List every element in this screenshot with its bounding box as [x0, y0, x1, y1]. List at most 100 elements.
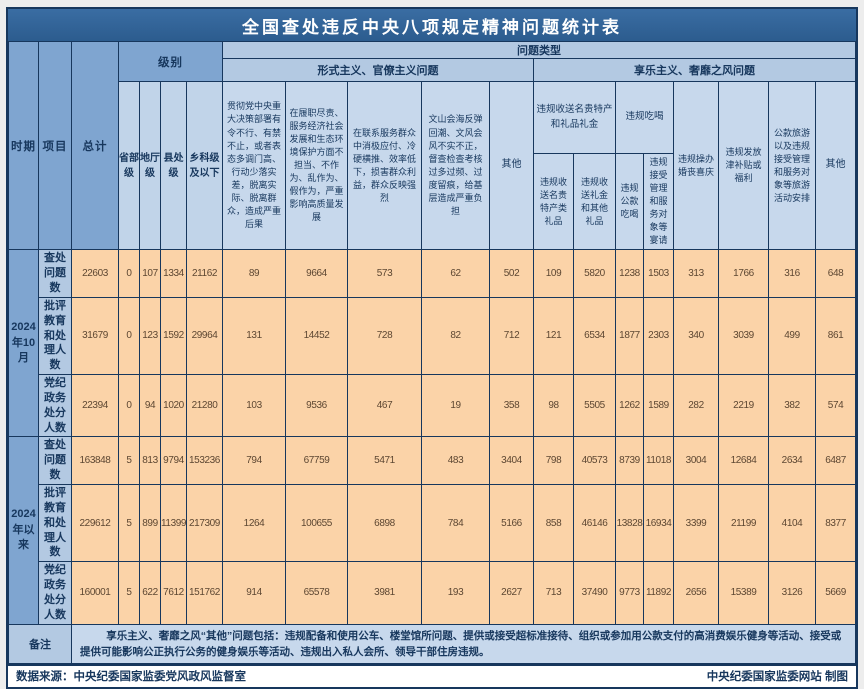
stat-cell: 65578 — [285, 561, 348, 625]
stat-cell: 316 — [768, 249, 816, 298]
col-header-level-prefecture: 地厅级 — [139, 80, 161, 251]
table-row: 批评教育和处理人数 31679 0 123 1592 29964 131 144… — [9, 296, 857, 376]
stat-cell: 4104 — [768, 483, 816, 563]
col-header-level-township: 乡科级及以下 — [186, 80, 223, 251]
stat-cell: 107 — [139, 249, 161, 298]
stat-cell: 153236 — [186, 436, 223, 485]
row-label: 查处问题数 — [38, 436, 72, 485]
stat-cell: 0 — [118, 374, 140, 438]
stat-cell: 40573 — [573, 436, 616, 485]
stat-cell: 499 — [768, 296, 816, 376]
stat-cell: 11399 — [160, 483, 187, 563]
stat-cell: 648 — [814, 249, 857, 298]
stat-cell: 382 — [768, 374, 816, 438]
statistics-table: 时期 项目 总计 级别 问题类型 形式主义、官僚主义问题 享乐主义、奢靡之风问题… — [8, 40, 857, 665]
stat-cell: 1592 — [160, 296, 187, 376]
stat-cell: 46146 — [573, 483, 616, 563]
data-source-text: 数据来源：中央纪委国家监委党风政风监督室 — [16, 671, 246, 684]
stat-cell: 1020 — [160, 374, 187, 438]
stat-cell: 3981 — [347, 561, 422, 625]
stat-cell: 7612 — [160, 561, 187, 625]
stat-cell: 1766 — [718, 249, 769, 298]
col-header-formalism-2: 在履职尽责、服务经济社会发展和生态环境保护方面不担当、不作为、乱作为、假作为，严… — [285, 80, 348, 251]
row-label: 党纪政务处分人数 — [38, 374, 72, 438]
note-row: 备注 享乐主义、奢靡之风“其他”问题包括：违规配备和使用公车、楼堂馆所问题、提供… — [8, 623, 857, 665]
stat-cell: 622 — [139, 561, 161, 625]
stat-cell: 22394 — [71, 374, 119, 438]
stat-cell: 15389 — [718, 561, 769, 625]
col-header-public-funded-tours: 公款旅游以及违规接受管理和服务对象等旅游活动安排 — [768, 80, 816, 251]
col-header-dining-banquets: 违规接受管理和服务对象等宴请 — [643, 152, 674, 251]
stat-cell: 713 — [533, 561, 574, 625]
stat-cell: 794 — [222, 436, 286, 485]
stat-cell: 5 — [118, 436, 140, 485]
row-label: 批评教育和处理人数 — [38, 483, 72, 563]
col-header-formalism-3: 在联系服务群众中消极应付、冷硬横推、效率低下，损害群众利益，群众反映强烈 — [347, 80, 422, 251]
stat-cell: 483 — [421, 436, 490, 485]
stat-cell: 193 — [421, 561, 490, 625]
stat-cell: 2303 — [643, 296, 674, 376]
stat-cell: 160001 — [71, 561, 119, 625]
table-row: 2024年以来 查处问题数 163848 5 813 9794 153236 7… — [8, 436, 857, 625]
stat-cell: 1503 — [643, 249, 674, 298]
stat-cell: 163848 — [71, 436, 119, 485]
stat-cell: 798 — [533, 436, 574, 485]
period-cell-oct-2024: 2024年10月 — [8, 249, 39, 438]
col-header-total: 总计 — [71, 40, 119, 251]
stat-cell: 6487 — [814, 436, 857, 485]
col-group-problem-type: 问题类型 — [221, 41, 857, 59]
stat-cell: 5 — [118, 561, 140, 625]
stat-cell: 282 — [673, 374, 719, 438]
stat-cell: 2627 — [489, 561, 534, 625]
col-header-dining-public-funds: 违规公款吃喝 — [615, 152, 644, 251]
stat-cell: 31679 — [71, 296, 119, 376]
stat-cell: 98 — [533, 374, 574, 438]
col-header-formalism-1: 贯彻党中央重大决策部署有令不行、有禁不止，或者表态多调门高、行动少落实差，脱离实… — [222, 80, 286, 251]
stat-cell: 6534 — [573, 296, 616, 376]
col-header-level-county: 县处级 — [160, 80, 187, 251]
stat-cell: 8739 — [615, 436, 644, 485]
stat-cell: 29964 — [186, 296, 223, 376]
col-header-hedonism-other: 其他 — [814, 80, 857, 251]
stat-cell: 728 — [347, 296, 422, 376]
stat-cell: 5 — [118, 483, 140, 563]
stat-cell: 21280 — [186, 374, 223, 438]
stat-cell: 103 — [222, 374, 286, 438]
stat-cell: 2219 — [718, 374, 769, 438]
stat-cell: 784 — [421, 483, 490, 563]
col-group-gifts: 违规收送名贵特产和礼品礼金 — [533, 81, 616, 154]
stat-cell: 502 — [489, 249, 534, 298]
col-header-gifts-cash: 违规收送礼金和其他礼品 — [573, 152, 616, 251]
note-label: 备注 — [8, 623, 72, 665]
table-row: 2024年10月 查处问题数 22603 0 107 1334 21162 89… — [8, 249, 857, 438]
stat-cell: 94 — [139, 374, 161, 438]
stat-cell: 9664 — [285, 249, 348, 298]
stat-cell: 62 — [421, 249, 490, 298]
stat-cell: 2634 — [768, 436, 816, 485]
stat-cell: 21162 — [186, 249, 223, 298]
stat-cell: 8377 — [814, 483, 857, 563]
stat-cell: 100655 — [285, 483, 348, 563]
stat-cell: 14452 — [285, 296, 348, 376]
stat-cell: 16934 — [643, 483, 674, 563]
footer-bar: 数据来源：中央纪委国家监委党风政风监督室 中央纪委国家监委网站 制图 — [8, 664, 856, 688]
stat-cell: 5166 — [489, 483, 534, 563]
col-header-formalism-4: 文山会海反弹回潮、文风会风不实不正，督查检查考核过多过频、过度留痕，给基层造成严… — [421, 80, 490, 251]
stat-cell: 9536 — [285, 374, 348, 438]
stat-cell: 1589 — [643, 374, 674, 438]
period-cell-since-2024: 2024年以来 — [8, 436, 39, 625]
stat-cell: 574 — [814, 374, 857, 438]
col-group-level: 级别 — [118, 41, 223, 82]
stat-cell: 12684 — [718, 436, 769, 485]
col-group-hedonism: 享乐主义、奢靡之风问题 — [532, 58, 857, 82]
stat-cell: 5505 — [573, 374, 616, 438]
col-header-weddings-funerals: 违规操办婚丧喜庆 — [673, 80, 719, 251]
stat-cell: 131 — [222, 296, 286, 376]
stat-cell: 0 — [118, 296, 140, 376]
header-row-1: 时期 项目 总计 级别 问题类型 — [8, 40, 857, 251]
stat-cell: 89 — [222, 249, 286, 298]
stat-cell: 573 — [347, 249, 422, 298]
col-header-period: 时期 — [8, 40, 39, 251]
header-row-3: 省部级 地厅级 县处级 乡科级及以下 贯彻党中央重大决策部署有令不行、有禁不止，… — [9, 80, 857, 251]
note-text: 享乐主义、奢靡之风“其他”问题包括：违规配备和使用公车、楼堂馆所问题、提供或接受… — [70, 623, 857, 665]
